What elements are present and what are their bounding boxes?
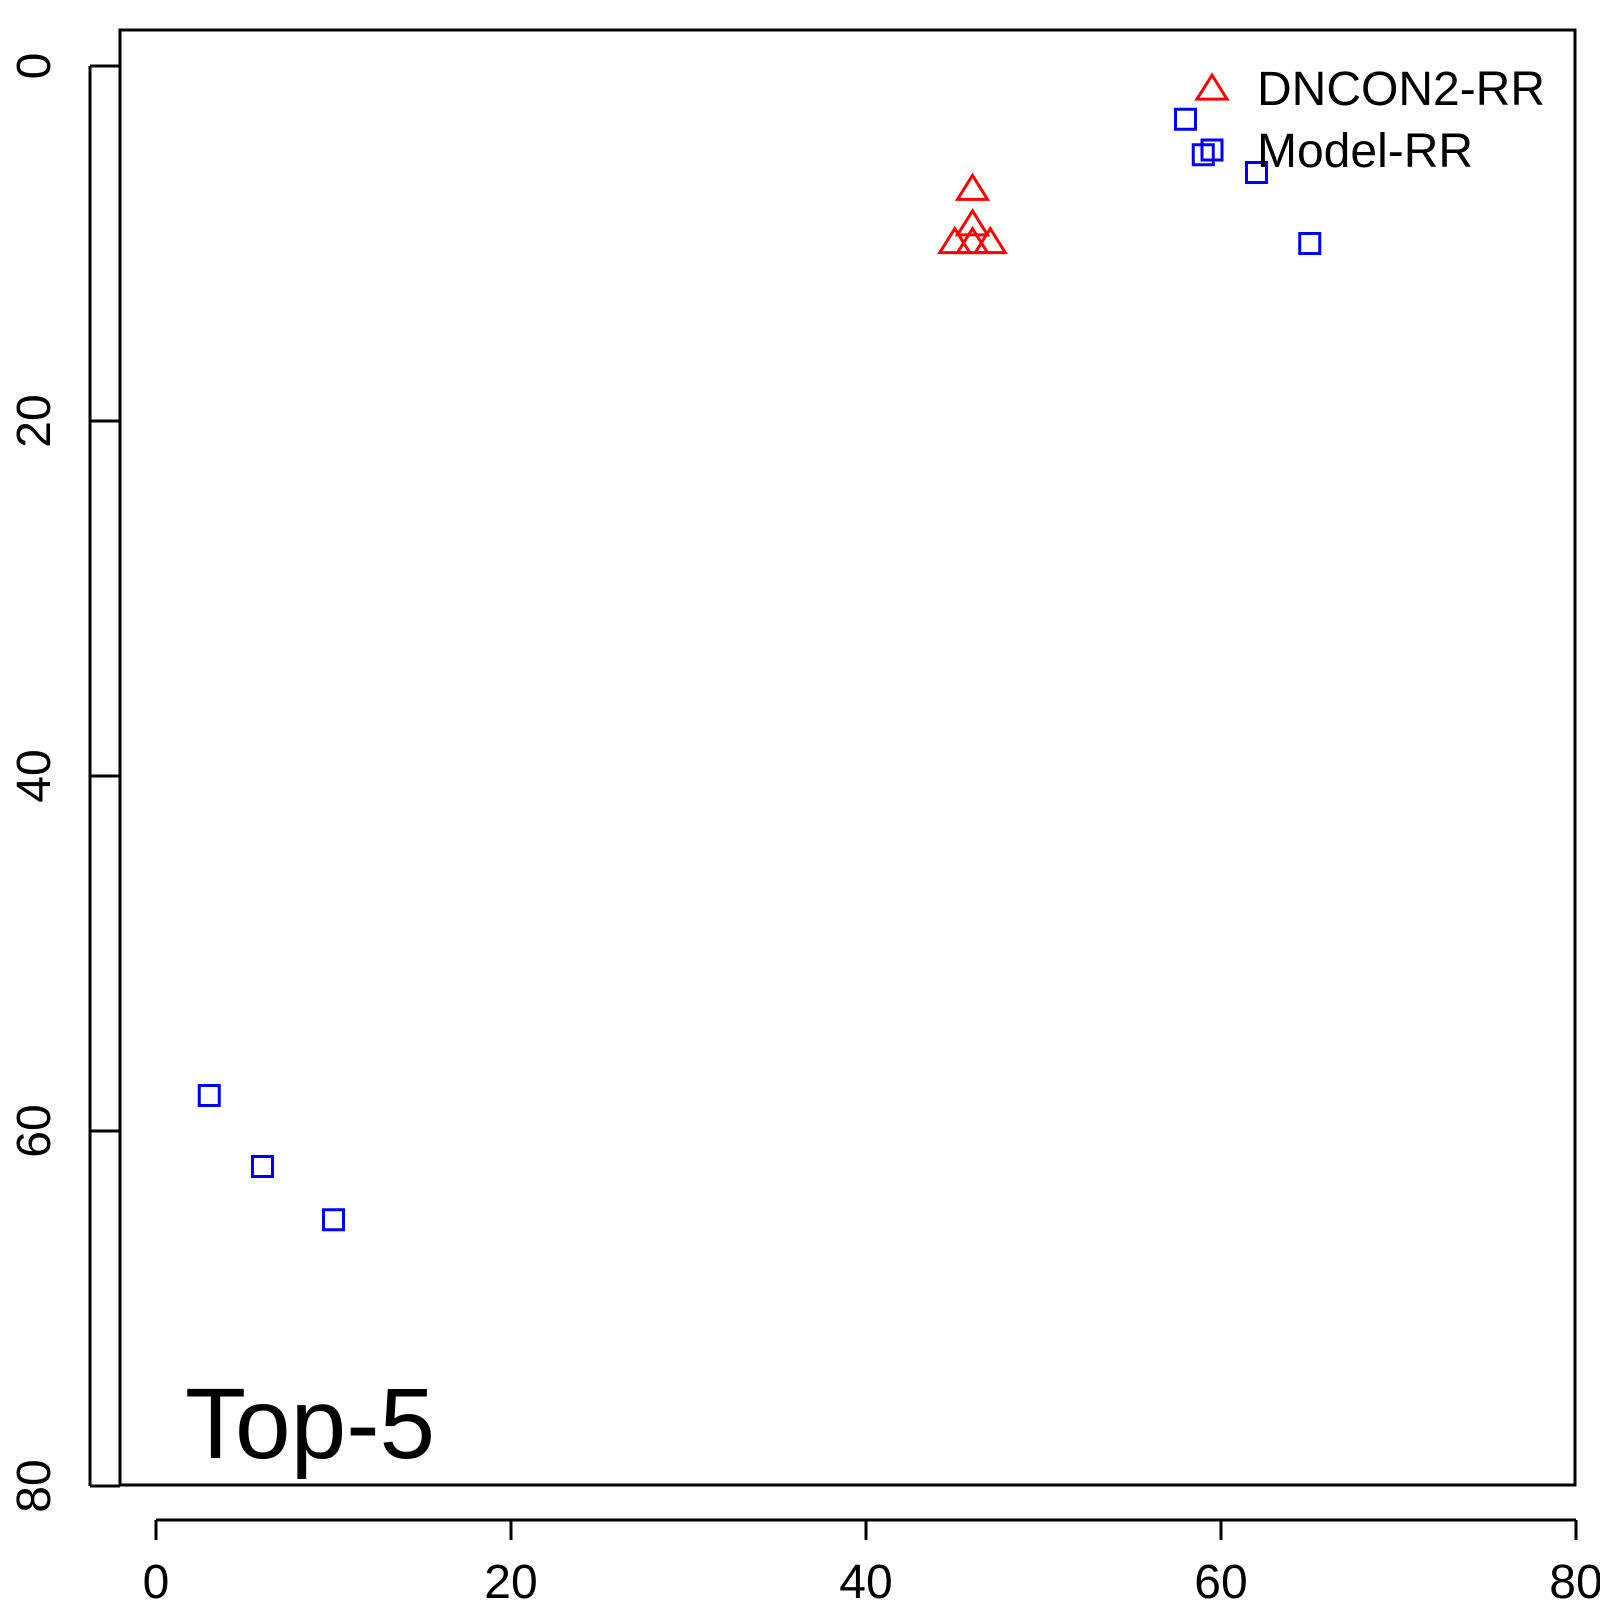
y-tick-label: 20 bbox=[8, 394, 61, 447]
plot-frame bbox=[118, 28, 1577, 1487]
y-axis: 0 20 40 60 80 bbox=[8, 53, 120, 1513]
x-tick-label: 40 bbox=[839, 1556, 892, 1600]
x-tick-label: 80 bbox=[1549, 1556, 1600, 1600]
legend-label: DNCON2-RR bbox=[1257, 63, 1545, 116]
y-tick-label: 40 bbox=[8, 749, 61, 802]
model-rr-point bbox=[197, 1084, 221, 1107]
model-rr-point bbox=[251, 1155, 274, 1178]
model-rr-point bbox=[1298, 232, 1322, 255]
legend: DNCON2-RR Model-RR bbox=[1194, 63, 1545, 178]
dncon2-rr-point bbox=[954, 225, 991, 255]
legend-marker-square-icon bbox=[1200, 138, 1224, 162]
legend-label: Model-RR bbox=[1257, 125, 1473, 178]
dncon2-rr-point bbox=[972, 225, 1008, 255]
x-axis: 0 20 40 60 80 bbox=[143, 1518, 1600, 1605]
legend-marker-triangle-icon bbox=[1194, 72, 1230, 101]
x-tick-label: 60 bbox=[1194, 1556, 1247, 1600]
dncon2-rr-point bbox=[954, 172, 991, 201]
x-tick-label: 20 bbox=[484, 1556, 537, 1600]
y-tick-label: 60 bbox=[8, 1104, 61, 1157]
dncon2-rr-point bbox=[937, 225, 973, 255]
chart-annotation: Top-5 bbox=[185, 1368, 435, 1480]
x-tick-label: 0 bbox=[143, 1556, 170, 1600]
model-rr-point bbox=[322, 1208, 345, 1232]
y-tick-label: 80 bbox=[8, 1459, 61, 1512]
model-rr-point bbox=[1245, 161, 1268, 184]
dncon2-rr-point bbox=[954, 208, 991, 237]
y-tick-label: 0 bbox=[8, 53, 61, 80]
model-rr-point bbox=[1174, 107, 1197, 131]
